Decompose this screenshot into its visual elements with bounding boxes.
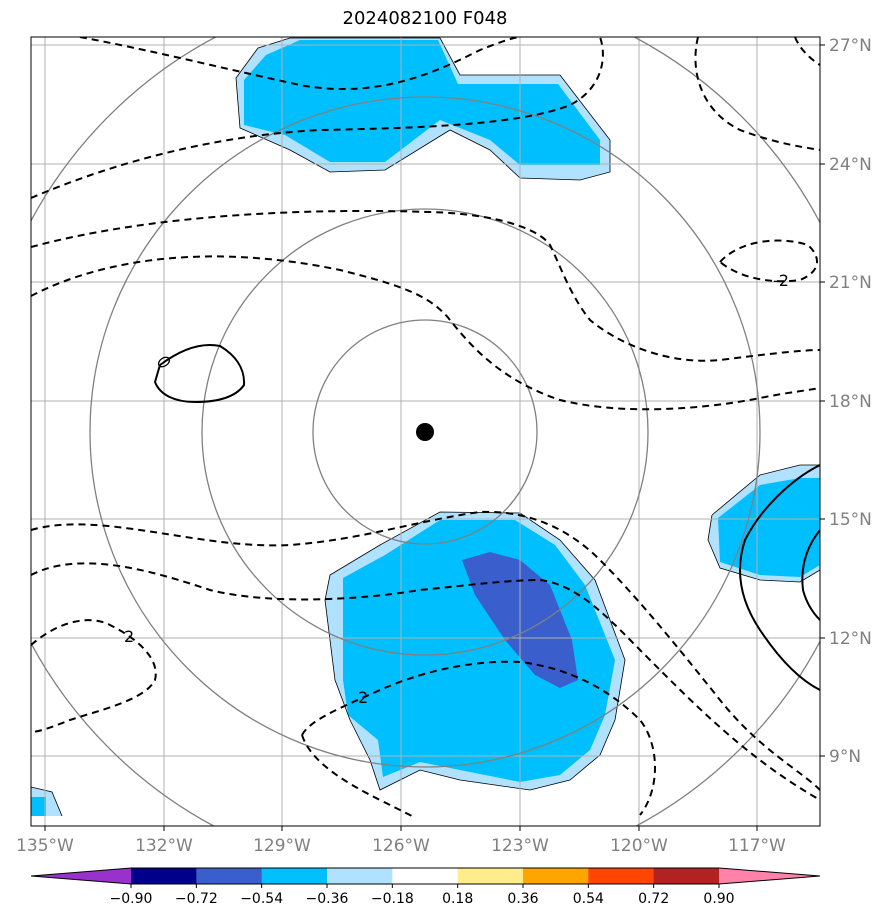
- gridlines: [31, 37, 820, 826]
- colorbar-tick-label: −0.36: [306, 891, 349, 907]
- contour-labels: -2 2 2: [124, 271, 789, 707]
- lon-tick-label: 117°W: [728, 836, 786, 856]
- colorbar-extend-right: [719, 868, 820, 884]
- contour-label-zero: [157, 356, 171, 368]
- colorbar-tick-label: −0.90: [110, 891, 153, 907]
- longitude-labels: 135°W 132°W 129°W 126°W 123°W 120°W 117°…: [16, 836, 786, 856]
- colorbar-cell: [131, 868, 197, 884]
- colorbar-cell: [261, 868, 328, 884]
- negative-contours: [31, 37, 820, 817]
- colorbar-tick-label: 0.54: [573, 891, 604, 907]
- tick-marks: [44, 44, 825, 831]
- colorbar-tick-label: −0.54: [240, 891, 283, 907]
- colorbar: −0.90 −0.72 −0.54 −0.36 −0.18 0.18 0.36 0.54 0.7…: [30, 867, 821, 907]
- lat-tick-label: 18°N: [829, 392, 872, 412]
- map-title: 2024082100 F048: [342, 8, 508, 29]
- colorbar-cell: [457, 868, 524, 884]
- positive-contours: [153, 344, 820, 691]
- lat-tick-label: 9°N: [829, 747, 861, 767]
- lat-tick-label: 24°N: [829, 155, 872, 175]
- range-rings: [31, 37, 820, 826]
- lon-tick-label: 120°W: [610, 836, 668, 856]
- colorbar-tick-label: 0.90: [703, 891, 734, 907]
- contour-label: -2: [773, 271, 789, 290]
- colorbar-cells: [131, 868, 720, 884]
- lat-tick-label: 12°N: [829, 629, 872, 649]
- contour-label: 2: [124, 627, 134, 646]
- colorbar-cell: [196, 868, 263, 884]
- map-border: [30, 36, 821, 827]
- colorbar-cell: [523, 868, 589, 884]
- colorbar-cell: [327, 868, 393, 884]
- colorbar-cell: [588, 868, 655, 884]
- colorbar-cell: [653, 868, 720, 884]
- colorbar-ticks: −0.90 −0.72 −0.54 −0.36 −0.18 0.18 0.36 0.54 0.7…: [110, 884, 735, 907]
- colorbar-tick-label: 0.18: [442, 891, 473, 907]
- colorbar-cell: [392, 868, 459, 884]
- lon-tick-label: 129°W: [253, 836, 311, 856]
- lon-tick-label: 123°W: [491, 836, 549, 856]
- colorbar-tick-label: 0.72: [638, 891, 669, 907]
- lat-tick-label: 27°N: [829, 36, 872, 56]
- lon-tick-label: 132°W: [135, 836, 193, 856]
- colorbar-tick-label: 0.36: [507, 891, 538, 907]
- lon-tick-label: 135°W: [16, 836, 74, 856]
- storm-center-marker: [416, 423, 434, 441]
- shaded-field: [31, 38, 820, 816]
- colorbar-tick-label: −0.72: [175, 891, 218, 907]
- colorbar-extend-left: [31, 868, 131, 884]
- lat-tick-label: 21°N: [829, 273, 872, 293]
- contour-label: 2: [358, 688, 368, 707]
- colorbar-tick-label: −0.18: [371, 891, 414, 907]
- latitude-labels: 27°N 24°N 21°N 18°N 15°N 12°N 9°N: [829, 36, 872, 767]
- lat-tick-label: 15°N: [829, 510, 872, 530]
- lon-tick-label: 126°W: [372, 836, 430, 856]
